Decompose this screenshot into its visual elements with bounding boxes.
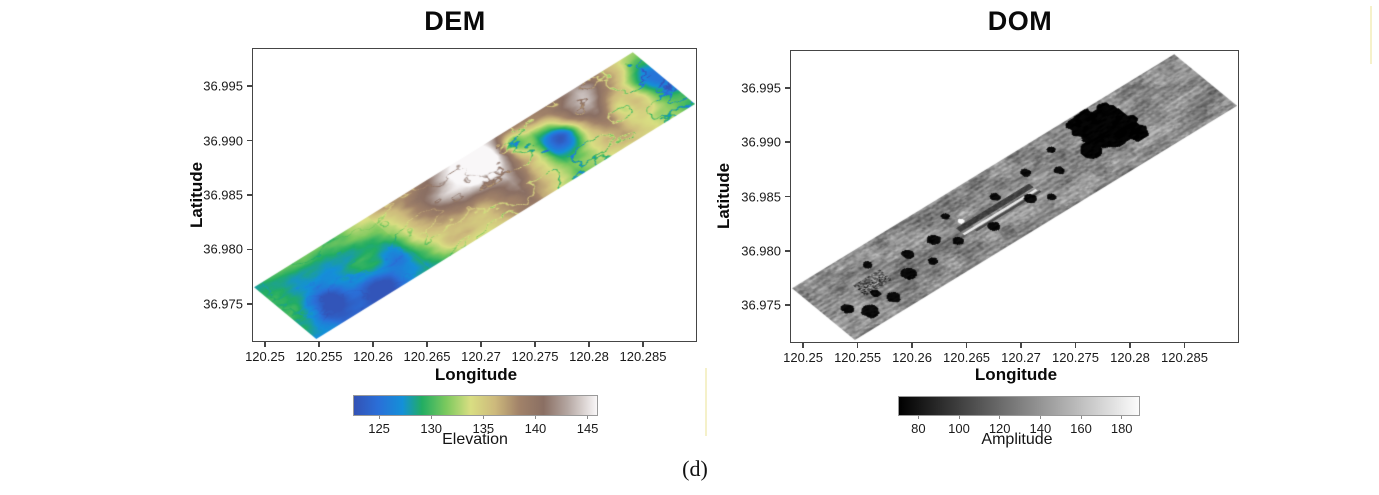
y-tick-label: 36.975: [203, 296, 243, 312]
x-tick-label: 120.28: [569, 349, 609, 364]
y-tick-label: 36.975: [741, 297, 781, 313]
y-tick-mark: [785, 304, 790, 306]
x-tick-mark: [534, 342, 536, 347]
elevation-colorbar-label: Elevation: [442, 431, 508, 448]
dom-y-axis-label: Latitude: [714, 162, 733, 230]
colorbar-tick-mark: [430, 416, 432, 419]
y-tick-mark: [785, 250, 790, 252]
dem-x-axis-label: Longitude: [434, 365, 518, 384]
colorbar-tick-label: 135: [472, 421, 495, 436]
x-tick-label: 120.25: [783, 350, 823, 365]
y-tick-label: 36.995: [741, 80, 781, 96]
x-tick-mark: [802, 343, 804, 348]
y-tick-mark: [785, 141, 790, 143]
colorbar-tick-label: 180: [1110, 421, 1133, 436]
dem-swath-canvas: [253, 49, 695, 340]
x-tick-mark: [1183, 343, 1186, 348]
subfigure-caption: (d): [682, 456, 708, 481]
compression-artifact-line: [705, 368, 707, 436]
y-tick-label: 36.980: [203, 241, 243, 257]
x-tick-label: 120.27: [1001, 350, 1041, 365]
x-tick-label: 120.25: [245, 349, 285, 364]
x-tick-label: 120.27: [461, 349, 501, 364]
y-tick-mark: [785, 87, 790, 89]
y-tick-label: 36.990: [203, 133, 243, 149]
dom-title: DOM: [987, 6, 1053, 36]
colorbar-tick-mark: [587, 416, 589, 419]
colorbar-tick-label: 145: [576, 421, 599, 436]
x-tick-label: 120.285: [619, 349, 667, 364]
compression-artifact-line: [1370, 6, 1372, 64]
colorbar-tick-mark: [1080, 416, 1082, 419]
y-tick-label: 36.980: [741, 243, 781, 259]
y-tick-label: 36.985: [741, 189, 781, 204]
dom-plot-area: [790, 50, 1239, 343]
colorbar-tick-label: 140: [524, 421, 547, 436]
colorbar-tick-mark: [378, 416, 380, 419]
colorbar-tick-label: 130: [420, 421, 443, 436]
colorbar-tick-label: 80: [911, 421, 926, 436]
y-tick-label: 36.995: [203, 78, 243, 94]
colorbar-tick-label: 125: [368, 421, 390, 436]
y-tick-label: 36.985: [203, 187, 243, 203]
amplitude-colorbar: [898, 396, 1140, 416]
y-tick-mark: [247, 248, 252, 251]
x-tick-label: 120.255: [295, 349, 343, 364]
y-tick-mark: [247, 194, 252, 196]
colorbar-tick-mark: [534, 416, 536, 419]
colorbar-tick-label: 140: [1029, 421, 1052, 436]
dom-swath-canvas: [791, 51, 1237, 341]
y-tick-mark: [247, 303, 252, 305]
x-tick-mark: [1074, 343, 1077, 348]
x-tick-mark: [426, 342, 428, 347]
dem-title: DEM: [424, 6, 486, 36]
colorbar-tick-mark: [1039, 416, 1041, 419]
x-tick-label: 120.255: [834, 350, 882, 365]
colorbar-tick-label: 160: [1070, 421, 1092, 436]
x-tick-label: 120.275: [511, 349, 559, 364]
colorbar-tick-mark: [958, 416, 960, 419]
y-tick-mark: [247, 85, 252, 87]
y-tick-mark: [785, 195, 790, 198]
colorbar-tick-label: 100: [948, 421, 970, 436]
colorbar-tick-label: 120: [988, 421, 1011, 436]
colorbar-tick-mark: [1121, 416, 1123, 419]
x-tick-label: 120.285: [1161, 350, 1208, 365]
dom-x-axis-label: Longitude: [974, 365, 1058, 384]
x-tick-label: 120.275: [1052, 350, 1100, 365]
x-tick-label: 120.26: [892, 350, 932, 365]
colorbar-tick-mark: [482, 416, 484, 419]
x-tick-mark: [965, 343, 968, 348]
x-tick-mark: [1129, 343, 1131, 348]
x-tick-mark: [372, 342, 374, 347]
x-tick-mark: [911, 343, 913, 348]
x-tick-mark: [264, 342, 266, 347]
x-tick-mark: [856, 343, 859, 348]
x-tick-mark: [642, 342, 644, 347]
amplitude-colorbar-label: Amplitude: [981, 431, 1053, 448]
colorbar-tick-mark: [917, 416, 919, 419]
x-tick-mark: [480, 342, 482, 347]
x-tick-mark: [318, 342, 320, 347]
x-tick-label: 120.265: [943, 350, 991, 365]
x-tick-label: 120.26: [353, 349, 393, 364]
y-tick-label: 36.990: [741, 134, 781, 150]
x-tick-label: 120.265: [403, 349, 451, 364]
x-tick-mark: [1020, 343, 1022, 348]
x-tick-mark: [588, 342, 590, 347]
dem-plot-area: [252, 48, 697, 342]
x-tick-label: 120.28: [1110, 350, 1150, 365]
colorbar-tick-mark: [999, 416, 1001, 419]
elevation-colorbar: [353, 395, 598, 416]
y-tick-mark: [247, 139, 252, 142]
